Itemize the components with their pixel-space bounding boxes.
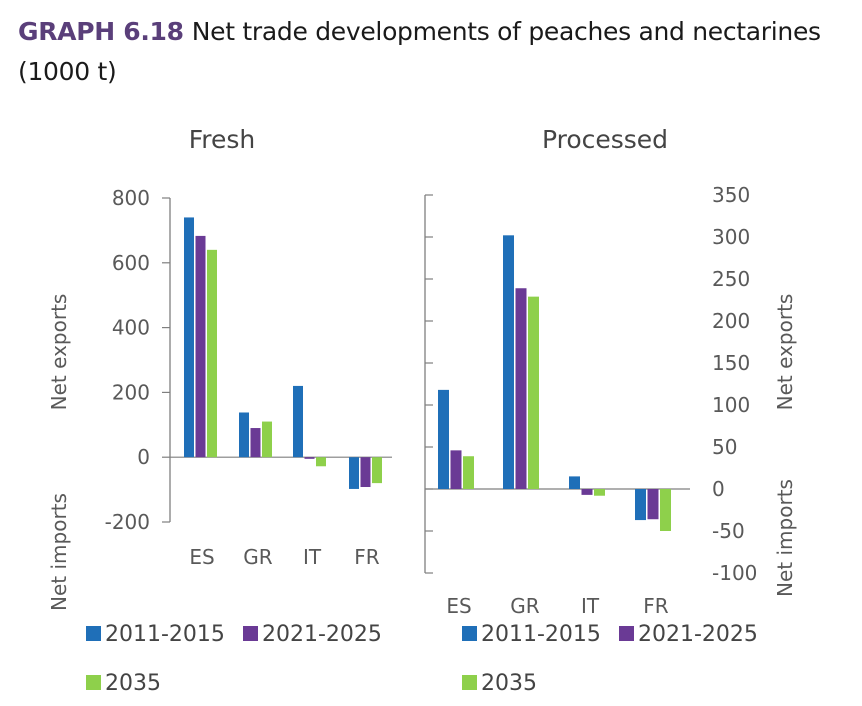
legend-item-2035: 2035 <box>462 671 537 696</box>
y-axis-label-net-imports: Net imports <box>773 479 797 597</box>
bar-it-2021-2025 <box>581 489 593 495</box>
legend-item-2011-2015: 2011-2015 <box>86 622 225 647</box>
bar-it-2035 <box>316 457 326 467</box>
bar-fr-2021-2025 <box>647 489 659 520</box>
bar-it-2011-2015 <box>569 476 580 489</box>
y-tick-label: 100 <box>712 393 750 417</box>
y-tick-label: 800 <box>112 186 150 210</box>
x-category-label: ES <box>189 545 214 569</box>
chart-fresh: Fresh 800 600 400 200 0 -200 ES GR IT FR Net export… <box>47 125 392 611</box>
bar-it-2021-2025 <box>304 457 315 459</box>
x-category-label: FR <box>354 545 380 569</box>
x-category-label: IT <box>303 545 322 569</box>
y-axis-label-net-exports: Net exports <box>47 294 71 411</box>
legend-swatch-2035 <box>86 674 101 690</box>
bar-fr-2035 <box>660 489 671 531</box>
y-tick-label: 200 <box>712 309 750 333</box>
figure-title: GRAPH 6.18 Net trade developments of peac… <box>18 12 848 92</box>
y-tick-label: 300 <box>712 225 750 249</box>
y-tick-label: -200 <box>105 510 150 534</box>
bar-es-2011-2015 <box>184 217 194 458</box>
bar-gr-2035 <box>528 296 539 489</box>
y-axis-label-net-imports: Net imports <box>47 493 71 611</box>
legend-label: 2011-2015 <box>481 622 601 647</box>
legend-label: 2021-2025 <box>638 622 758 647</box>
legend-swatch-2035 <box>462 674 477 690</box>
y-tick-label: 400 <box>112 316 150 340</box>
legend-label: 2035 <box>105 671 161 696</box>
panel-title: Processed <box>542 125 668 154</box>
legend-item-2035: 2035 <box>86 671 161 696</box>
y-tick-label: 150 <box>712 351 750 375</box>
bar-it-2011-2015 <box>293 385 303 458</box>
legend-item-2021-2025: 2021-2025 <box>243 622 382 647</box>
bar-fr-2011-2015 <box>349 457 359 489</box>
legend-swatch-2021-2025 <box>619 625 634 641</box>
chart-processed: Processed 350 300 250 200 150 100 50 0 -50 -100 ES G… <box>424 125 797 618</box>
bar-es-2021-2025 <box>450 450 462 489</box>
y-tick-label: 0 <box>712 477 725 501</box>
y-axis-label-net-exports: Net exports <box>773 294 797 411</box>
bar-fr-2035 <box>372 457 382 484</box>
bar-es-2021-2025 <box>195 235 206 458</box>
bar-fr-2011-2015 <box>635 489 646 521</box>
y-tick-label: -50 <box>712 519 745 543</box>
legend-label: 2035 <box>481 671 537 696</box>
bar-it-2035 <box>594 489 605 496</box>
x-category-label: GR <box>243 545 272 569</box>
legend-swatch-2011-2015 <box>462 625 477 641</box>
x-category-label: FR <box>643 594 669 618</box>
bar-gr-2035 <box>262 421 272 458</box>
legend-swatch-2011-2015 <box>86 625 101 641</box>
y-tick-label: 250 <box>712 267 750 291</box>
y-tick-label: -100 <box>712 561 757 585</box>
bar-fr-2021-2025 <box>360 457 371 488</box>
legend-swatch-2021-2025 <box>243 625 258 641</box>
bar-gr-2011-2015 <box>503 235 514 489</box>
bar-gr-2011-2015 <box>239 412 249 458</box>
legend-label: 2021-2025 <box>262 622 382 647</box>
panel-title: Fresh <box>189 125 256 154</box>
bar-es-2011-2015 <box>438 389 449 489</box>
bar-gr-2021-2025 <box>515 288 527 489</box>
graph-title-text: Net trade developments of peaches and ne… <box>18 17 821 86</box>
bar-es-2035 <box>463 456 474 489</box>
y-tick-label: 600 <box>112 251 150 275</box>
y-tick-label: 50 <box>712 435 737 459</box>
bar-gr-2021-2025 <box>250 428 261 458</box>
legend-item-2021-2025: 2021-2025 <box>619 622 758 647</box>
y-tick-label: 0 <box>137 445 150 469</box>
legend-item-2011-2015: 2011-2015 <box>462 622 601 647</box>
x-category-label: ES <box>446 594 471 618</box>
graph-number: GRAPH 6.18 <box>18 17 184 46</box>
legend-label: 2011-2015 <box>105 622 225 647</box>
y-tick-label: 350 <box>712 183 750 207</box>
x-category-label: IT <box>581 594 600 618</box>
y-tick-label: 200 <box>112 380 150 404</box>
bar-es-2035 <box>207 249 217 458</box>
x-category-label: GR <box>510 594 539 618</box>
